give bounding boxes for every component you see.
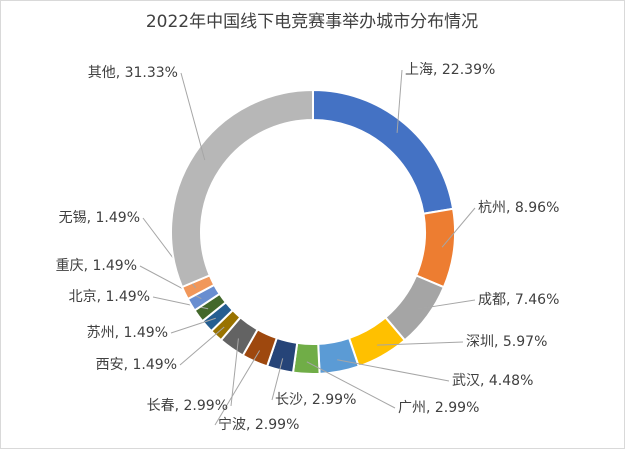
- slice: [170, 88, 314, 289]
- data-label: 武汉, 4.48%: [452, 373, 533, 389]
- data-label: 其他, 31.33%: [88, 65, 178, 81]
- data-label: 西安, 1.49%: [96, 357, 177, 373]
- leader-line: [214, 350, 261, 426]
- data-label: 长春, 2.99%: [147, 398, 228, 414]
- leader-line: [441, 207, 476, 248]
- chart-title: 2022年中国线下电竞赛事举办城市分布情况: [146, 11, 478, 32]
- leader-line: [170, 317, 216, 334]
- leader-line: [271, 358, 284, 401]
- leader-line: [377, 341, 464, 346]
- data-label: 北京, 1.49%: [69, 289, 150, 305]
- data-label: 成都, 7.46%: [478, 292, 559, 308]
- leader-line: [179, 326, 225, 366]
- leader-line: [180, 72, 206, 161]
- data-label: 无锡, 1.49%: [59, 210, 140, 226]
- data-label: 宁波, 2.99%: [218, 416, 299, 433]
- data-label: 广州, 2.99%: [398, 400, 479, 416]
- leader-line: [396, 69, 403, 133]
- data-label: 上海, 22.39%: [405, 62, 495, 78]
- leader-line: [417, 299, 476, 310]
- data-label: 苏州, 1.49%: [87, 325, 168, 341]
- data-label: 杭州, 8.96%: [478, 200, 559, 216]
- leader-line: [337, 359, 450, 382]
- leader-line: [230, 338, 239, 407]
- data-label: 长沙, 2.99%: [275, 392, 356, 408]
- leader-line: [306, 361, 396, 409]
- data-label: 重庆, 1.49%: [56, 258, 137, 274]
- data-label: 深圳, 5.97%: [466, 334, 547, 350]
